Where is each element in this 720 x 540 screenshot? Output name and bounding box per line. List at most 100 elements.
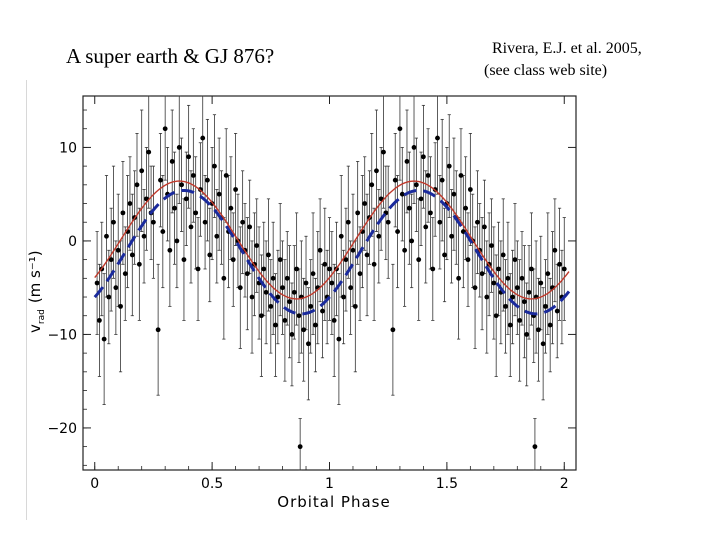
data-point xyxy=(263,289,269,295)
data-point xyxy=(538,280,544,286)
data-point xyxy=(496,266,501,272)
data-point xyxy=(524,332,530,337)
y-axis-symbol: v xyxy=(26,324,44,333)
data-point xyxy=(127,201,133,206)
data-point xyxy=(505,275,511,281)
data-point xyxy=(115,247,121,253)
y-tick-label: 10 xyxy=(59,140,77,156)
data-point xyxy=(364,252,370,258)
data-point xyxy=(183,196,189,202)
data-point xyxy=(442,252,447,258)
data-point xyxy=(216,191,222,197)
data-point xyxy=(280,285,285,291)
data-point xyxy=(106,294,112,300)
data-point xyxy=(158,177,163,183)
data-point xyxy=(547,322,553,328)
data-point xyxy=(308,303,314,309)
data-point xyxy=(439,177,445,183)
data-point xyxy=(317,247,323,253)
data-point xyxy=(240,219,246,225)
data-point xyxy=(327,266,332,272)
data-point xyxy=(528,266,534,272)
data-point xyxy=(120,210,126,216)
data-point xyxy=(428,210,433,216)
svg-text:vrad(m s⁻¹): vrad (m s⁻¹) xyxy=(26,250,47,333)
x-tick-label: 0.5 xyxy=(201,476,223,492)
data-point xyxy=(409,238,415,244)
data-point xyxy=(296,313,302,319)
data-point xyxy=(205,177,210,183)
data-point xyxy=(122,271,128,277)
data-point xyxy=(176,145,182,150)
data-point xyxy=(223,173,229,178)
data-point xyxy=(348,285,354,291)
y-tick-label: −20 xyxy=(47,421,77,437)
data-point xyxy=(179,182,185,188)
data-point xyxy=(385,219,391,225)
data-point xyxy=(557,261,562,267)
data-point xyxy=(404,159,410,164)
x-axis-title: Orbital Phase xyxy=(277,493,390,511)
data-point xyxy=(517,318,523,323)
data-point xyxy=(423,224,429,230)
x-tick-label: 2 xyxy=(560,476,569,492)
data-point xyxy=(374,168,379,174)
data-point xyxy=(545,271,551,277)
x-tick-label: 0 xyxy=(90,476,99,492)
data-point xyxy=(167,247,173,253)
data-point xyxy=(510,294,516,300)
data-point xyxy=(381,149,386,155)
data-point xyxy=(195,266,201,272)
data-point xyxy=(139,168,145,174)
data-point xyxy=(320,308,325,314)
data-point xyxy=(169,159,175,164)
data-point xyxy=(297,444,303,450)
data-point xyxy=(94,280,100,286)
data-point xyxy=(160,229,166,234)
data-point xyxy=(491,280,497,286)
data-point xyxy=(291,289,297,295)
data-point xyxy=(237,285,243,291)
data-point xyxy=(181,257,187,263)
data-point xyxy=(554,308,560,314)
data-point xyxy=(254,243,260,249)
data-point xyxy=(322,261,328,267)
data-point xyxy=(289,332,295,337)
data-point xyxy=(97,318,102,323)
x-tick-label: 1 xyxy=(325,476,334,492)
data-point xyxy=(162,126,168,132)
data-point xyxy=(425,173,431,178)
data-point xyxy=(456,275,462,281)
slide-title: A super earth & GJ 876? xyxy=(66,44,275,68)
data-point xyxy=(479,271,485,277)
data-point xyxy=(221,275,227,281)
data-point xyxy=(467,187,473,192)
data-point xyxy=(233,187,238,192)
data-point xyxy=(532,444,538,450)
data-point xyxy=(493,313,499,319)
data-point xyxy=(507,322,513,328)
data-point xyxy=(261,266,267,272)
data-point xyxy=(399,191,405,197)
data-point xyxy=(155,327,161,333)
data-point xyxy=(395,229,400,234)
y-tick-label: 0 xyxy=(68,234,77,250)
data-point xyxy=(458,173,464,178)
data-point xyxy=(136,261,142,267)
data-point xyxy=(519,275,525,281)
data-point xyxy=(303,280,309,286)
data-point xyxy=(343,257,349,263)
data-point xyxy=(536,327,541,333)
data-point xyxy=(310,271,316,277)
data-point xyxy=(270,275,276,281)
data-point xyxy=(108,257,114,263)
y-axis-subscript: rad xyxy=(37,309,47,324)
data-point xyxy=(465,257,471,263)
data-point xyxy=(172,205,177,211)
data-point xyxy=(489,243,494,249)
y-axis-title: vrad (m s⁻¹) xyxy=(26,250,47,333)
data-point xyxy=(397,126,403,132)
data-point xyxy=(193,210,199,216)
model-curve-solid xyxy=(94,180,570,300)
data-point xyxy=(540,341,546,347)
